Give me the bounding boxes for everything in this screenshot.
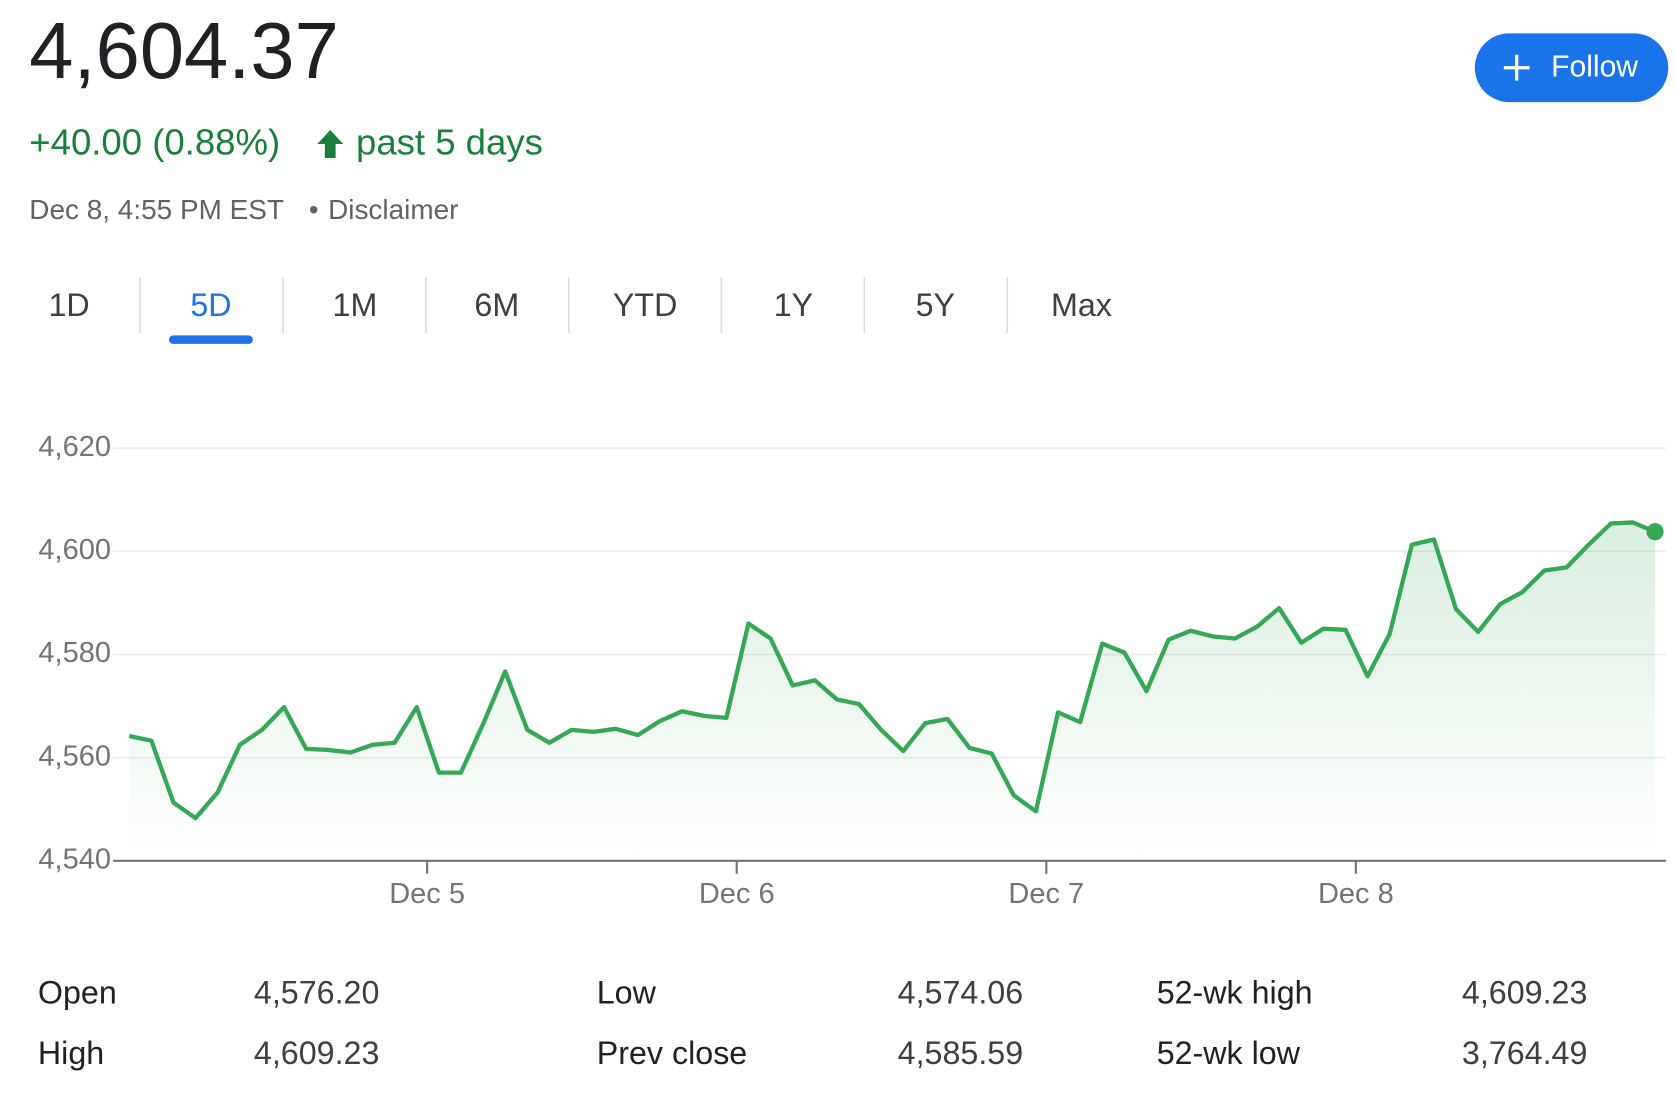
stat-label: Prev close [597, 1035, 748, 1071]
stat-value: 4,576.20 [254, 975, 379, 1011]
x-tick-label: Dec 8 [1318, 878, 1394, 910]
stat-label: 52-wk low [1157, 1035, 1301, 1071]
area-fill [129, 522, 1656, 861]
stat-value: 3,764.49 [1462, 1035, 1587, 1071]
follow-label[interactable]: Follow [1551, 51, 1638, 84]
x-tick-label: Dec 5 [389, 878, 465, 910]
separator: • [309, 194, 319, 225]
tab[interactable]: YTD [613, 287, 677, 323]
stat-value: 4,585.59 [898, 1035, 1023, 1071]
tab[interactable]: 1Y [774, 287, 813, 323]
disclaimer[interactable]: Disclaimer [328, 194, 458, 225]
stat-label: Low [597, 975, 657, 1011]
tab[interactable]: 5D [190, 287, 231, 323]
stat-value: 4,609.23 [1462, 975, 1587, 1011]
tab[interactable]: 1D [48, 287, 89, 323]
change: +40.00 (0.88%) [29, 122, 280, 163]
x-tick-label: Dec 7 [1008, 878, 1084, 910]
y-tick-label: 4,600 [38, 534, 111, 566]
y-tick-label: 4,580 [38, 637, 111, 669]
plus-icon[interactable] [1503, 54, 1530, 81]
price: 4,604.37 [29, 6, 339, 95]
stat-value: 4,609.23 [254, 1035, 379, 1071]
y-tick-label: 4,540 [38, 844, 111, 876]
follow-button[interactable]: Follow [1474, 33, 1669, 103]
stat-value: 4,574.06 [898, 975, 1023, 1011]
period: past 5 days [356, 122, 543, 163]
tab-indicator [169, 335, 253, 344]
x-tick-label: Dec 6 [699, 878, 775, 910]
price-line [128, 520, 1656, 821]
tab[interactable]: 5Y [916, 287, 955, 323]
up-arrow [317, 130, 344, 158]
y-tick-label: 4,560 [38, 740, 111, 772]
stat-label: 52-wk high [1157, 975, 1313, 1011]
last-point [1646, 523, 1664, 541]
tab[interactable]: Max [1051, 287, 1112, 323]
stat-label: Open [38, 975, 117, 1011]
follow-bg[interactable] [1474, 33, 1669, 103]
tab[interactable]: 1M [333, 287, 378, 323]
stat-label: High [38, 1035, 104, 1071]
y-tick-label: 4,620 [38, 431, 111, 463]
timestamp: Dec 8, 4:55 PM EST [29, 194, 284, 225]
tab[interactable]: 6M [474, 287, 519, 323]
